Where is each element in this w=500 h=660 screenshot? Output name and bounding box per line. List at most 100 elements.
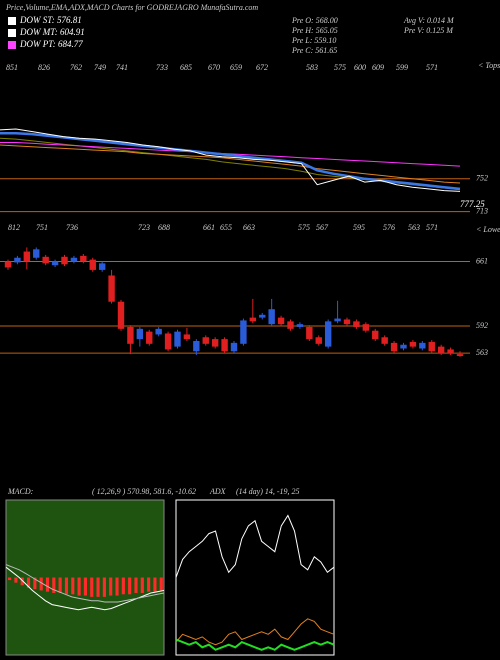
candle-body (343, 319, 351, 325)
top-label: 659 (230, 63, 242, 72)
histogram-bar (147, 577, 151, 592)
legend-swatch (8, 17, 16, 25)
top-label: 583 (306, 63, 318, 72)
info-text: Pre O: 568.00 (291, 16, 338, 25)
info-text: Pre L: 559.10 (291, 36, 336, 45)
info-text: Avg V: 0.014 M (403, 16, 455, 25)
candle-body (136, 328, 144, 340)
candle-body (221, 339, 228, 352)
candle-body (183, 334, 191, 340)
histogram-bar (77, 577, 81, 596)
histogram-bar (71, 577, 75, 595)
histogram-bar (26, 577, 31, 588)
top-label: 609 (372, 63, 384, 72)
top-label: 663 (243, 223, 255, 232)
top-label: 600 (354, 63, 366, 72)
candle-body (23, 251, 31, 262)
series-line (175, 514, 335, 578)
histogram-bar (128, 577, 132, 595)
histogram-bar (140, 577, 144, 593)
panel-subtitle: ( 12,26,9 ) 570.98, 581.6, -10.62 (92, 487, 196, 496)
candle-body (61, 256, 68, 265)
top-label: 685 (180, 63, 192, 72)
candle-body (372, 330, 379, 340)
top-label: 826 (38, 63, 50, 72)
histogram-bar (33, 577, 37, 590)
last-price: 777.25 (460, 199, 485, 209)
histogram-bar (39, 577, 43, 591)
candle-body (14, 257, 21, 263)
top-label: 812 (8, 223, 20, 232)
top-label: 571 (426, 63, 438, 72)
candle-body (51, 261, 59, 266)
candle-body (437, 346, 445, 354)
histogram-bar (58, 577, 62, 593)
histogram-bar (121, 577, 125, 595)
series-line (0, 144, 461, 184)
info-text: Pre V: 0.125 M (403, 26, 454, 35)
candle-body (230, 342, 238, 352)
series-line (175, 618, 335, 646)
legend-label: DOW PT: 684.77 (19, 39, 83, 49)
top-label: 851 (6, 63, 18, 72)
price-label: 592 (476, 321, 488, 330)
histogram-bar (109, 577, 113, 596)
candle-body (447, 349, 454, 354)
candle-body (4, 261, 12, 268)
histogram-bar (8, 577, 12, 581)
histogram-bar (83, 577, 87, 596)
candle-body (259, 314, 266, 318)
candle-body (193, 341, 200, 352)
legend-swatch (8, 29, 16, 37)
histogram-bar (64, 577, 69, 595)
candle-body (174, 331, 181, 347)
top-label: 571 (426, 223, 438, 232)
top-label: 733 (156, 63, 168, 72)
top-label: 741 (116, 63, 128, 72)
candle-body (155, 328, 162, 335)
top-label: 599 (396, 63, 408, 72)
candle-body (89, 259, 96, 270)
histogram-bar (52, 577, 56, 593)
legend-label: DOW MT: 604.91 (19, 27, 85, 37)
top-label: 670 (208, 63, 220, 72)
candle-body (268, 309, 275, 325)
info-text: Pre C: 561.65 (291, 46, 337, 55)
panel-title: ADX (209, 487, 227, 496)
top-label: 575 (334, 63, 346, 72)
candle-body (127, 326, 134, 344)
candle-body (42, 256, 49, 264)
top-label: 661 (203, 223, 215, 232)
candle-body (202, 337, 209, 344)
top-label: 688 (158, 223, 170, 232)
candle-body (456, 354, 464, 356)
candle-body (240, 320, 247, 344)
histogram-bar (14, 577, 18, 583)
histogram-bar (134, 577, 138, 593)
candle-body (353, 321, 360, 327)
panel-background (175, 499, 335, 656)
candle-body (108, 275, 115, 302)
histogram-bar (90, 577, 94, 597)
histogram-bar (102, 577, 106, 597)
series-line (0, 128, 461, 192)
candle-body (400, 344, 407, 349)
side-label: < Tops (478, 61, 500, 70)
price-label: 752 (476, 174, 488, 183)
candle-body (80, 255, 87, 262)
candle-body (70, 257, 78, 262)
series-line (175, 638, 335, 651)
price-label: 713 (476, 206, 488, 215)
histogram-bar (153, 577, 157, 592)
candle-body (211, 339, 219, 347)
candle-body (277, 317, 285, 325)
top-label: 655 (220, 223, 232, 232)
top-label: 575 (298, 223, 310, 232)
top-label: 762 (70, 63, 82, 72)
chart-title: Price,Volume,EMA,ADX,MACD Charts for GOD… (5, 3, 258, 12)
histogram-bar (159, 577, 163, 591)
top-label: 672 (256, 63, 268, 72)
series-line (5, 564, 165, 603)
candle-body (334, 318, 341, 322)
